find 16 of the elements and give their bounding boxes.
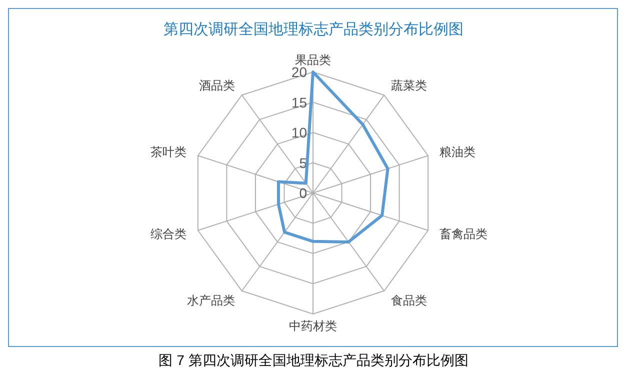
spoke-label: 酒品类: [198, 78, 235, 92]
spoke-label: 食品类: [391, 294, 428, 308]
y-tick-label: 20: [291, 64, 308, 80]
spoke-label: 蔬菜类: [391, 78, 428, 92]
spoke-label: 综合类: [150, 227, 186, 242]
spoke-label: 中药材类: [289, 319, 337, 334]
spoke-label: 畜禽品类: [440, 227, 488, 242]
y-tick-label: 10: [291, 124, 308, 140]
spoke-label: 水产品类: [186, 294, 235, 308]
chart-title: 第四次调研全国地理标志产品类别分布比例图: [164, 21, 464, 38]
spoke-label: 茶叶类: [150, 144, 186, 159]
y-tick-label: 15: [291, 94, 308, 110]
caption: 图 7 第四次调研全国地理标志产品类别分布比例图: [158, 352, 468, 368]
spoke-label: 粮油类: [440, 144, 476, 159]
spoke-label: 果品类: [295, 52, 331, 67]
y-tick-label: 0: [299, 185, 308, 201]
